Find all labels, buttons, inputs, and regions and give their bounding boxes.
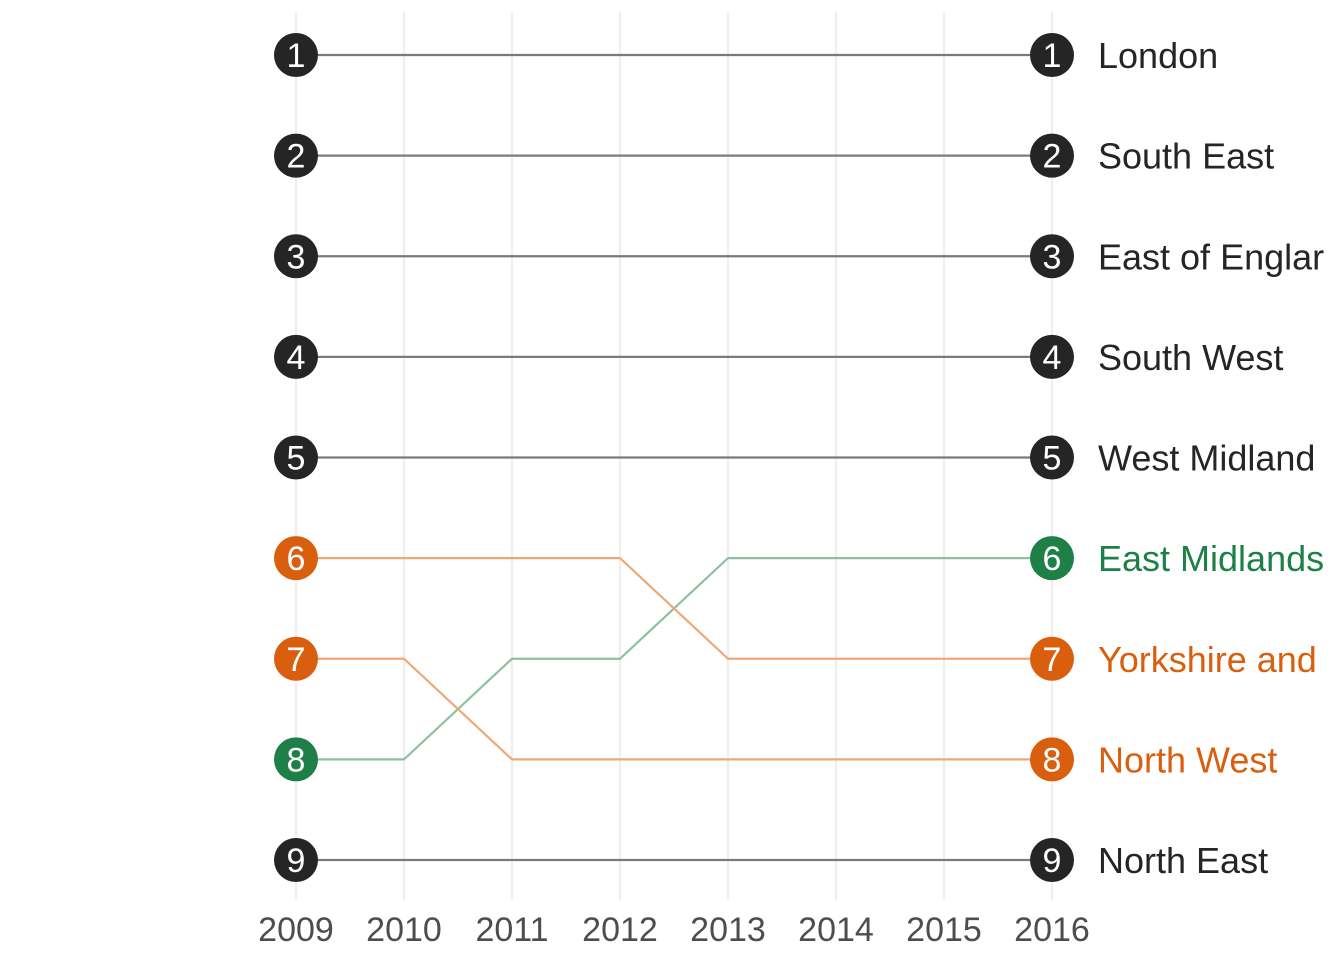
rank-number-start-east-of-englar: 3 (287, 238, 306, 276)
rank-marker-end-south-east (1030, 133, 1074, 178)
series-label-north-east: North East (1098, 840, 1268, 881)
series-label-london: London (1098, 35, 1218, 76)
rank-number-end-south-west: 4 (1043, 339, 1062, 377)
rank-number-start-south-west: 4 (287, 339, 306, 377)
rank-marker-start-north-east (274, 838, 318, 882)
series-label-west-midland: West Midland (1098, 438, 1315, 479)
rank-marker-start-east-of-englar (274, 234, 318, 279)
x-tick-label: 2009 (258, 911, 334, 949)
rank-number-start-south-east: 2 (287, 138, 306, 176)
rank-marker-end-south-west (1030, 334, 1074, 379)
rank-marker-end-east-midlands (1030, 536, 1074, 581)
series-label-yorkshire-and: Yorkshire and (1098, 639, 1317, 680)
x-tick-label: 2016 (1014, 911, 1090, 949)
series-labels: London South East East of Englar South West… (1098, 35, 1324, 881)
rank-marker-end-east-of-englar (1030, 234, 1074, 279)
rank-number-end-south-east: 2 (1043, 138, 1062, 176)
rank-number-start-london: 1 (287, 37, 306, 75)
rank-number-end-london: 1 (1043, 37, 1062, 75)
rank-marker-start-south-west (274, 334, 318, 379)
rank-marker-end-london (1030, 33, 1074, 77)
rank-number-end-north-east: 9 (1043, 842, 1062, 880)
rank-number-start-west-midland: 5 (287, 440, 306, 478)
rank-marker-start-north-west (274, 636, 318, 681)
rank-number-end-west-midland: 5 (1043, 440, 1062, 478)
x-tick-label: 2011 (475, 911, 548, 949)
rank-marker-start-london (274, 33, 318, 77)
rank-number-start-east-midlands: 8 (287, 741, 306, 779)
rank-marker-end-yorkshire-and (1030, 636, 1074, 681)
rank-marker-start-west-midland (274, 435, 318, 480)
rank-number-start-north-west: 7 (287, 641, 306, 679)
rank-number-start-north-east: 9 (287, 842, 306, 880)
vertical-gridlines (295, 12, 1053, 900)
x-tick-label: 2013 (690, 911, 766, 949)
rank-number-end-north-west: 8 (1043, 741, 1062, 779)
rank-markers: 1 1 2 2 3 3 4 4 5 5 8 6 6 7 7 8 9 9 (274, 33, 1074, 882)
x-tick-label: 2010 (366, 911, 442, 949)
rank-number-end-east-midlands: 6 (1043, 540, 1062, 578)
rank-marker-start-east-midlands (274, 737, 318, 782)
rank-marker-end-west-midland (1030, 435, 1074, 480)
rank-number-start-yorkshire-and: 6 (287, 540, 306, 578)
series-label-east-midlands: East Midlands (1098, 538, 1324, 579)
series-lines (296, 53, 1052, 862)
x-tick-label: 2014 (798, 911, 874, 949)
x-axis-tick-labels: 2009 2010 2011 2012 2013 2014 2015 2016 (258, 911, 1090, 949)
series-label-south-east: South East (1098, 136, 1274, 177)
rank-marker-start-yorkshire-and (274, 536, 318, 581)
rank-marker-start-south-east (274, 133, 318, 178)
series-line-yorkshire-and (296, 557, 1052, 660)
rank-marker-end-north-west (1030, 737, 1074, 782)
series-label-south-west: South West (1098, 337, 1283, 378)
series-line-north-west (296, 657, 1052, 761)
x-tick-label: 2015 (906, 911, 982, 949)
rank-marker-end-north-east (1030, 838, 1074, 882)
rank-number-end-east-of-englar: 3 (1043, 238, 1062, 276)
series-label-east-of-englar: East of Englar (1098, 236, 1324, 277)
series-label-north-west: North West (1098, 739, 1277, 780)
x-tick-label: 2012 (582, 911, 658, 949)
rank-number-end-yorkshire-and: 7 (1043, 641, 1062, 679)
